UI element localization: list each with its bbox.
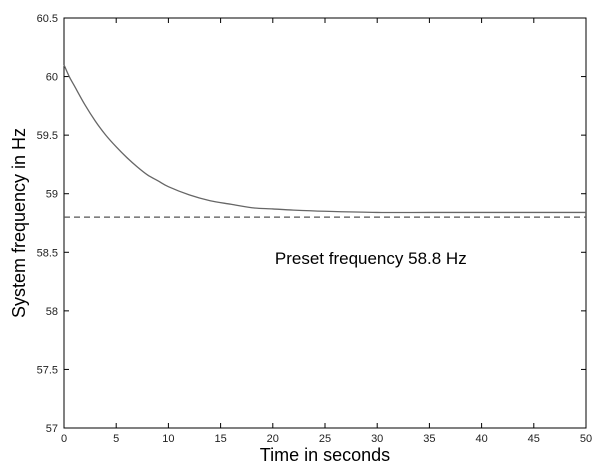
x-tick-label: 0 [61, 433, 67, 445]
x-tick-label: 20 [267, 433, 279, 445]
x-tick-label: 25 [319, 433, 331, 445]
y-tick-label: 60.5 [37, 13, 58, 25]
x-tick-label: 50 [580, 433, 592, 445]
y-tick-label: 59.5 [37, 130, 58, 142]
x-tick-label: 5 [113, 433, 119, 445]
x-tick-label: 30 [371, 433, 383, 445]
x-tick-label: 40 [475, 433, 487, 445]
series-group [63, 64, 586, 218]
y-axis-label: System frequency in Hz [9, 128, 29, 318]
axis-ticks: 0 5 10 15 20 25 30 35 40 45 50 57 57.5 58 58.5 59 59.5 60… [37, 13, 593, 445]
x-tick-label: 15 [214, 433, 226, 445]
y-tick-label: 58 [46, 306, 58, 318]
series-line-frequency [63, 64, 586, 214]
plot-frame [63, 17, 587, 429]
x-axis-label: Time in seconds [260, 445, 390, 465]
x-tick-label: 35 [423, 433, 435, 445]
y-tick-label: 60 [46, 72, 58, 84]
x-tick-label: 45 [528, 433, 540, 445]
y-tick-label: 58.5 [37, 247, 58, 259]
preset-frequency-annotation: Preset frequency 58.8 Hz [275, 249, 467, 268]
x-tick-label: 10 [162, 433, 174, 445]
y-tick-label: 59 [46, 189, 58, 201]
y-tick-label: 57.5 [37, 364, 58, 376]
plot-border [63, 17, 587, 429]
annotations: Preset frequency 58.8 Hz [275, 249, 467, 268]
y-tick-label: 57 [46, 423, 58, 435]
